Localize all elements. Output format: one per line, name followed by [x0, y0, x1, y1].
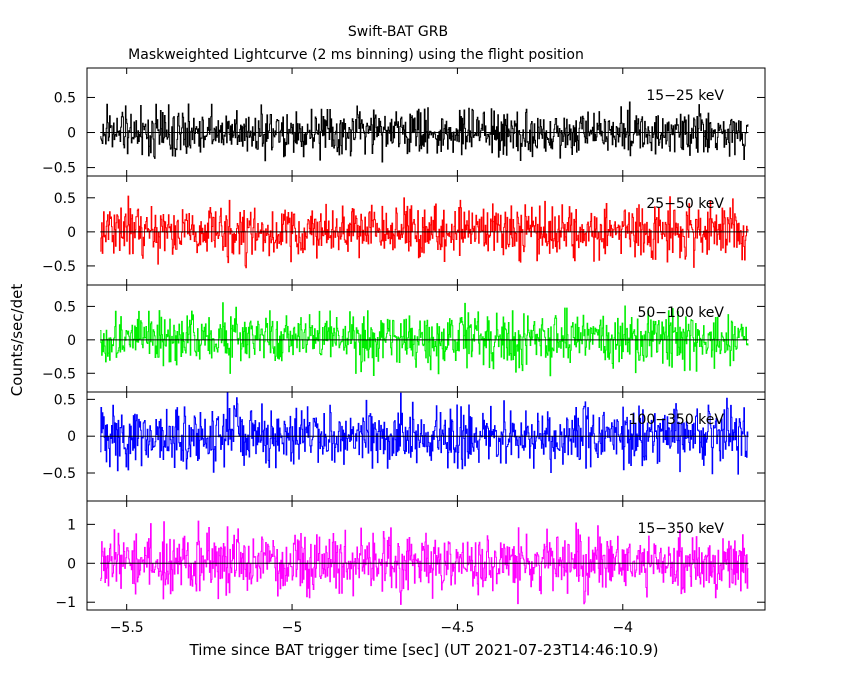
y-tick-label: −0.5 [42, 161, 76, 177]
band-label: 50−100 keV [637, 305, 724, 321]
panels-group: 0.5 0 −0.5 15−25 keV 0.5 0 −0.5 25−50 keV 0.5 0 −0… [42, 67, 766, 636]
y-tick-label: 0 [67, 225, 76, 241]
y-tick-label: −0.5 [42, 466, 76, 482]
series-trace [100, 101, 749, 163]
y-tick-label: 0.5 [54, 191, 76, 207]
band-label: 15−25 keV [646, 88, 724, 104]
panel-5: 1 0 −1 15−350 keV [55, 500, 766, 611]
y-tick-label: 0 [67, 126, 76, 142]
panel-3: 0.5 0 −0.5 50−100 keV [42, 284, 766, 393]
y-tick-label: 0 [67, 333, 76, 349]
chart-title: Swift-BAT GRB [348, 24, 448, 40]
series-trace [100, 195, 749, 269]
band-label: 15−350 keV [637, 521, 724, 537]
series-trace [100, 520, 749, 605]
x-tick-label: −4 [612, 620, 633, 636]
y-tick-label: 0.5 [54, 392, 76, 408]
x-tick-label: −5.5 [110, 620, 144, 636]
band-label: 25−50 keV [646, 196, 724, 212]
panel-frame [86, 500, 766, 611]
y-tick-label: −0.5 [42, 366, 76, 382]
band-label: 100−350 keV [629, 412, 725, 428]
series-trace [100, 302, 749, 377]
x-tick-label: −4.5 [440, 620, 474, 636]
x-axis-label: Time since BAT trigger time [sec] (UT 20… [189, 641, 659, 659]
y-axis-label: Counts/sec/det [8, 284, 26, 397]
y-tick-label: 1 [67, 517, 76, 533]
series-trace [100, 392, 749, 475]
y-tick-label: 0.5 [54, 90, 76, 106]
panel-1: 0.5 0 −0.5 15−25 keV [42, 67, 766, 177]
y-tick-label: −1 [55, 595, 76, 611]
panel-2: 0.5 0 −0.5 25−50 keV [42, 175, 766, 286]
y-tick-label: −0.5 [42, 259, 76, 275]
y-tick-label: 0 [67, 429, 76, 445]
x-tick-label: −5 [282, 620, 303, 636]
x-axis: −5.5 −5 −4.5 −4 [110, 620, 634, 636]
y-tick-label: 0.5 [54, 299, 76, 315]
chart-subtitle: Maskweighted Lightcurve (2 ms binning) u… [128, 47, 584, 63]
panel-4: 0.5 0 −0.5 100−350 keV [42, 391, 766, 502]
y-tick-label: 0 [67, 556, 76, 572]
